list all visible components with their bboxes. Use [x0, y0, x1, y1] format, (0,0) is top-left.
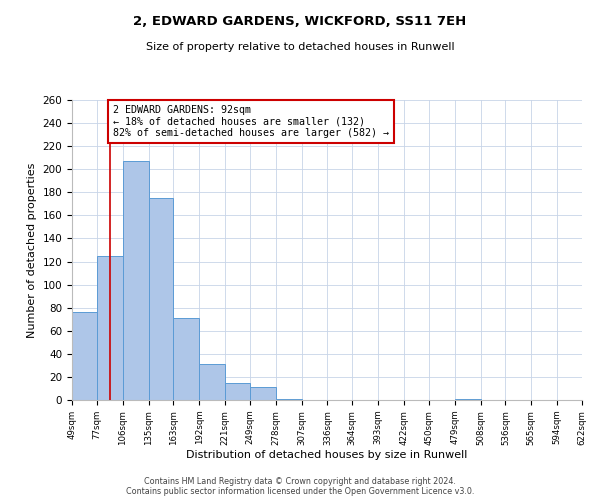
Text: Contains HM Land Registry data © Crown copyright and database right 2024.: Contains HM Land Registry data © Crown c…	[144, 477, 456, 486]
X-axis label: Distribution of detached houses by size in Runwell: Distribution of detached houses by size …	[187, 450, 467, 460]
Text: 2, EDWARD GARDENS, WICKFORD, SS11 7EH: 2, EDWARD GARDENS, WICKFORD, SS11 7EH	[133, 15, 467, 28]
Bar	[173, 318, 199, 400]
Bar	[455, 399, 481, 400]
Bar	[123, 161, 149, 400]
Bar	[199, 364, 225, 400]
Bar	[276, 399, 302, 400]
Text: 2 EDWARD GARDENS: 92sqm
← 18% of detached houses are smaller (132)
82% of semi-d: 2 EDWARD GARDENS: 92sqm ← 18% of detache…	[113, 104, 389, 138]
Bar	[250, 388, 276, 400]
Y-axis label: Number of detached properties: Number of detached properties	[27, 162, 37, 338]
Text: Contains public sector information licensed under the Open Government Licence v3: Contains public sector information licen…	[126, 487, 474, 496]
Text: Size of property relative to detached houses in Runwell: Size of property relative to detached ho…	[146, 42, 454, 52]
Bar	[72, 312, 97, 400]
Bar	[225, 382, 250, 400]
Bar	[97, 256, 123, 400]
Bar	[149, 198, 173, 400]
